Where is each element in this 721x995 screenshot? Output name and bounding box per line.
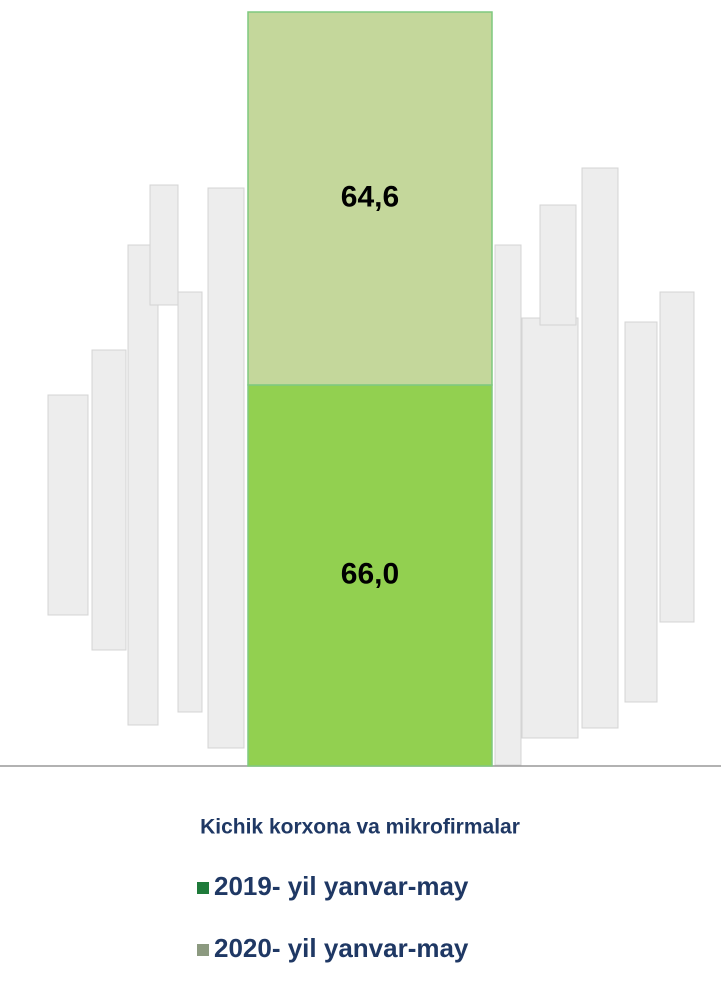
data-label: 64,6 xyxy=(341,180,399,213)
city-background xyxy=(47,167,695,766)
legend-label: 2020- yil yanvar-may xyxy=(214,933,469,963)
bar-segment xyxy=(247,11,493,386)
category-label: Kichik korxona va mikrofirmalar xyxy=(200,816,520,839)
bar-segment xyxy=(247,384,493,767)
data-label: 66,0 xyxy=(341,557,399,590)
legend-marker xyxy=(197,944,209,956)
legend-marker xyxy=(197,882,209,894)
legend-label: 2019- yil yanvar-may xyxy=(214,871,469,901)
